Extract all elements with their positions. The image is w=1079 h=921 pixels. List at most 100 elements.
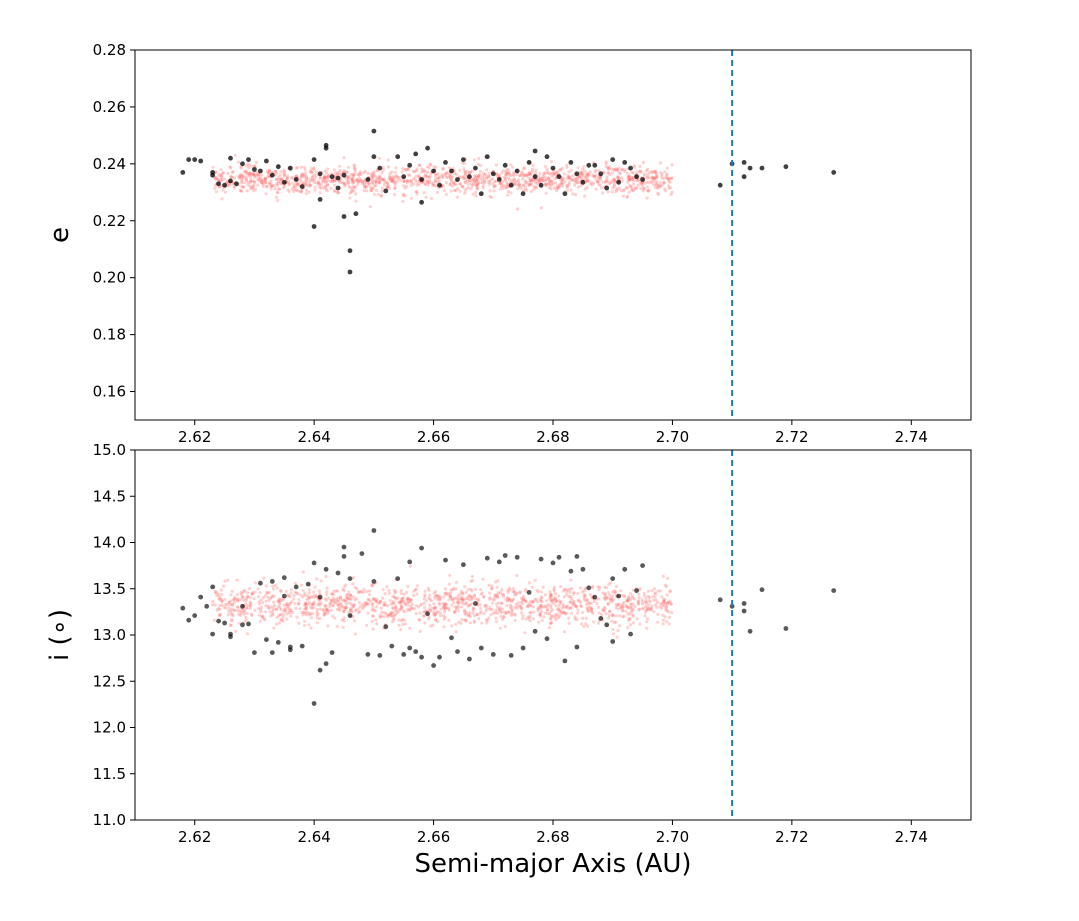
cloud-point — [459, 621, 463, 625]
y-tick-label: 15.0 — [93, 441, 126, 459]
cloud-point — [412, 176, 416, 181]
cloud-point — [433, 617, 438, 621]
cloud-point — [622, 189, 626, 193]
cloud-point — [352, 595, 356, 599]
cloud-point — [548, 616, 553, 620]
cloud-point — [218, 604, 222, 608]
cloud-point — [296, 189, 300, 193]
cloud-point — [527, 176, 531, 180]
cloud-point — [472, 593, 476, 597]
cloud-point — [625, 598, 629, 602]
cloud-point — [342, 169, 346, 173]
cloud-point — [452, 180, 456, 184]
cloud-point — [574, 181, 578, 185]
cloud-point — [276, 199, 280, 203]
cloud-point — [400, 170, 404, 174]
cloud-point — [433, 612, 437, 616]
cloud-point — [548, 172, 552, 176]
cloud-point — [644, 601, 648, 605]
cloud-point — [265, 591, 269, 595]
cloud-point — [266, 171, 270, 175]
cloud-point — [667, 622, 671, 626]
cloud-point — [342, 616, 346, 620]
cloud-point — [539, 609, 544, 614]
cloud-point — [398, 600, 403, 605]
cloud-point — [626, 178, 630, 182]
cloud-point — [549, 614, 554, 618]
cloud-point — [304, 183, 309, 187]
cloud-point — [268, 168, 272, 172]
cloud-point — [484, 618, 488, 622]
cloud-point — [572, 603, 576, 607]
data-point — [526, 590, 532, 595]
cloud-point — [652, 610, 656, 614]
cloud-point — [355, 182, 360, 187]
cloud-point — [303, 601, 307, 606]
data-point — [478, 191, 484, 197]
cloud-point — [624, 603, 628, 607]
cloud-point — [287, 190, 291, 194]
cloud-point — [601, 591, 605, 595]
cloud-point — [236, 597, 240, 601]
cloud-point — [626, 599, 630, 603]
cloud-point — [542, 605, 546, 609]
cloud-point — [421, 169, 425, 173]
data-point — [622, 566, 628, 572]
data-point — [264, 158, 269, 164]
cloud-point — [325, 175, 329, 179]
data-point — [455, 177, 460, 182]
cloud-point — [244, 602, 248, 606]
cloud-point — [607, 166, 611, 170]
bottom-panel-i-vs-a: 2.62 2.64 2.66 2.68 2.70 2.72 2.7411.011.512.0… — [45, 441, 972, 879]
cloud-point — [301, 613, 305, 617]
cloud-point — [434, 594, 438, 598]
cloud-point — [546, 611, 550, 615]
cloud-point — [529, 178, 533, 182]
cloud-point — [299, 189, 303, 193]
cloud-point — [512, 589, 516, 593]
cloud-point — [304, 605, 308, 610]
cloud-point — [661, 618, 666, 622]
cloud-point — [358, 178, 362, 183]
cloud-point — [506, 190, 510, 194]
cloud-point — [643, 610, 648, 614]
cloud-point — [518, 173, 522, 177]
cloud-point — [643, 181, 647, 185]
cloud-point — [637, 592, 641, 596]
cloud-point — [606, 596, 610, 600]
cloud-point — [550, 179, 555, 183]
cloud-point — [665, 620, 669, 624]
cloud-point — [396, 177, 400, 181]
cloud-point — [617, 602, 621, 606]
cloud-point — [251, 186, 255, 191]
cloud-point — [262, 596, 266, 600]
cloud-point — [610, 598, 614, 602]
cloud-point — [454, 622, 458, 626]
cloud-point — [394, 606, 398, 610]
cloud-point — [647, 170, 652, 175]
cloud-point — [670, 190, 674, 194]
cloud-point — [621, 615, 625, 619]
cloud-point — [448, 182, 452, 186]
cloud-point — [552, 589, 556, 593]
cloud-point — [500, 592, 504, 596]
cloud-point — [362, 587, 366, 592]
cloud-point — [615, 187, 619, 191]
cloud-point — [442, 604, 446, 608]
cloud-point — [444, 181, 449, 185]
cloud-point — [295, 182, 299, 186]
cloud-point — [572, 601, 576, 606]
cloud-point — [362, 590, 366, 594]
cloud-point — [443, 601, 447, 606]
data-point — [556, 174, 562, 180]
cloud-point — [575, 605, 579, 609]
cloud-point — [540, 600, 544, 604]
cloud-point — [515, 591, 519, 595]
cloud-point — [346, 597, 350, 601]
cloud-point — [246, 162, 250, 166]
cloud-point — [462, 161, 467, 165]
cloud-point — [333, 189, 337, 193]
cloud-point — [565, 189, 569, 193]
cloud-point — [375, 178, 379, 182]
cloud-point — [293, 602, 297, 606]
